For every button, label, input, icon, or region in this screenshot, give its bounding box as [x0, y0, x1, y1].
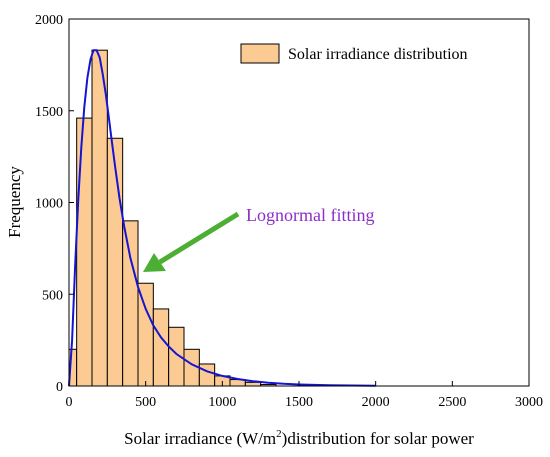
histogram-bar [106, 137, 124, 387]
x-axis-title-superscript: 2 [276, 428, 282, 440]
x-axis-title-main: Solar irradiance (W/m [124, 429, 276, 448]
histogram-bar [91, 49, 108, 387]
y-axis-ticks: 0 500 1000 1500 2000 [35, 13, 74, 395]
y-tick-label: 0 [56, 380, 63, 395]
annotation-arrow-line [158, 211, 240, 265]
histogram-bar [152, 308, 170, 387]
legend-label: Solar irradiance distribution [288, 46, 468, 63]
legend: Solar irradiance distribution [240, 43, 468, 64]
y-tick-label: 500 [42, 288, 63, 303]
x-tick-label: 1000 [208, 395, 236, 410]
x-axis-title: Solar irradiance (W/m2)distribution for … [124, 428, 474, 448]
y-tick-label: 1500 [35, 105, 63, 120]
x-axis-ticks: 0 500 1000 1500 2000 2500 3000 [66, 381, 543, 410]
y-tick-label: 1000 [35, 197, 63, 212]
x-tick-label: 1500 [285, 395, 313, 410]
y-axis-title: Frequency [5, 166, 24, 238]
x-tick-label: 3000 [515, 395, 543, 410]
histogram-bar [137, 282, 154, 387]
x-axis-title-tail: )distribution for solar power [282, 429, 474, 448]
x-tick-label: 2500 [438, 395, 466, 410]
histogram-bar [76, 117, 93, 387]
legend-swatch [240, 43, 280, 64]
x-tick-label: 0 [66, 395, 73, 410]
y-tick-label: 2000 [35, 13, 63, 28]
annotation: Lognormal fitting [143, 205, 374, 272]
histogram-bar [198, 363, 216, 387]
histogram-bar [244, 381, 262, 387]
x-tick-label: 500 [135, 395, 156, 410]
lognormal-fit-curve [68, 49, 376, 387]
annotation-label: Lognormal fitting [246, 205, 374, 225]
annotation-arrow-head [143, 253, 166, 272]
x-tick-label: 2000 [362, 395, 390, 410]
histogram-bar [122, 220, 139, 387]
bars-group [68, 49, 277, 387]
